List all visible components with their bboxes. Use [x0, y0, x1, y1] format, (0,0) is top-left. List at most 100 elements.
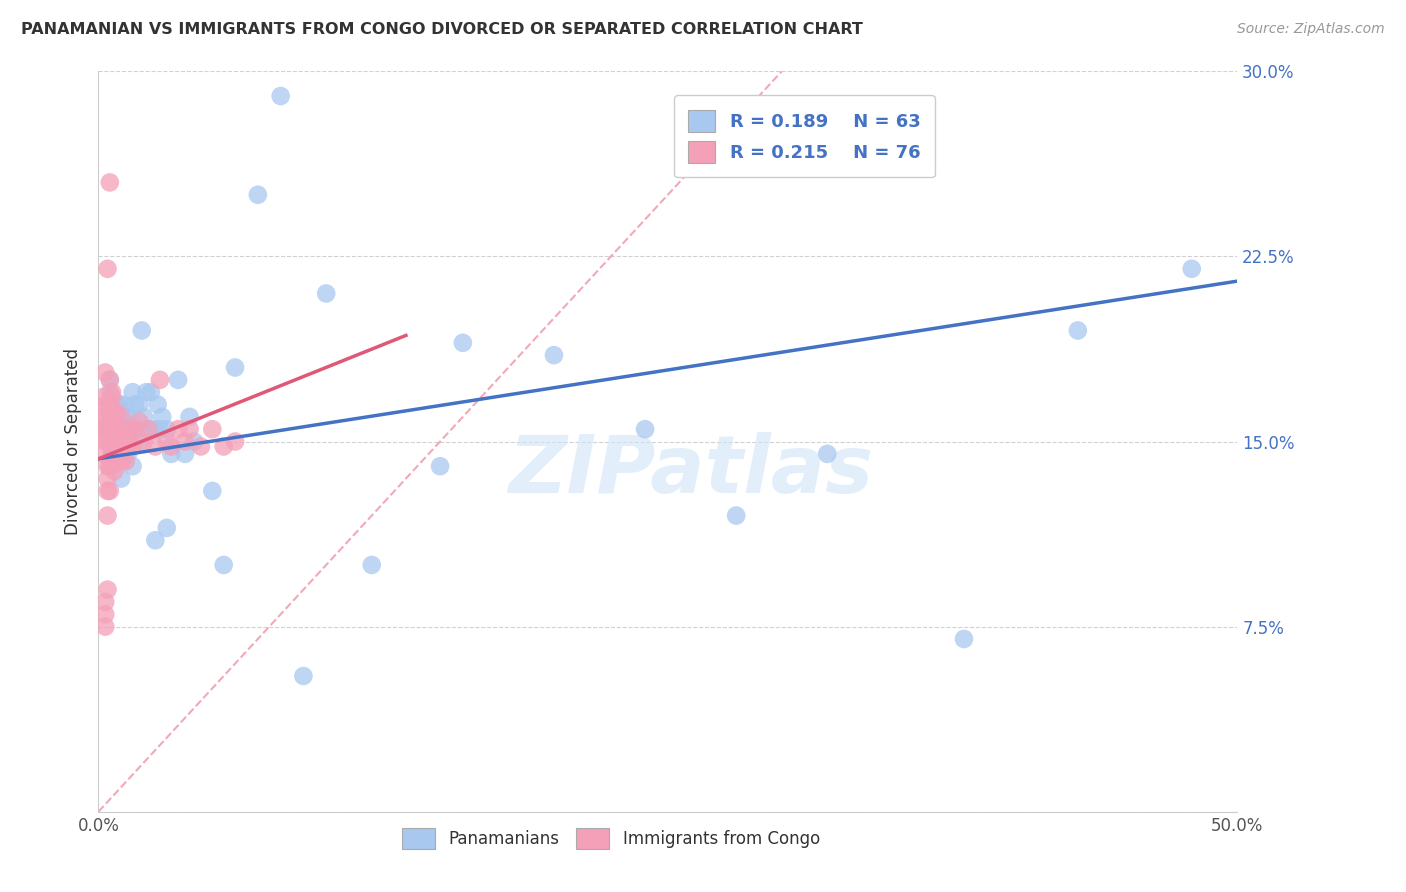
Point: [96, 261, 118, 276]
Point: [101, 422, 124, 436]
Point: [105, 451, 128, 466]
Point: [201, 422, 224, 436]
Point: [117, 409, 139, 424]
Point: [145, 440, 167, 454]
Point: [91, 447, 114, 461]
Point: [103, 440, 125, 454]
Point: [132, 434, 155, 449]
Point: [183, 434, 205, 449]
Point: [121, 385, 143, 400]
Point: [156, 422, 179, 436]
Point: [725, 508, 748, 523]
Point: [1067, 324, 1090, 338]
Point: [110, 409, 132, 424]
Point: [101, 447, 124, 461]
Point: [270, 89, 292, 103]
Point: [190, 440, 212, 454]
Point: [120, 422, 142, 436]
Point: [360, 558, 382, 572]
Point: [112, 422, 135, 436]
Point: [108, 422, 131, 436]
Point: [145, 422, 167, 436]
Point: [112, 447, 135, 461]
Point: [150, 409, 173, 424]
Point: [108, 440, 131, 454]
Point: [101, 429, 124, 443]
Point: [103, 427, 125, 442]
Point: [156, 521, 179, 535]
Point: [149, 373, 172, 387]
Point: [96, 483, 118, 498]
Point: [101, 409, 124, 424]
Point: [224, 360, 246, 375]
Point: [212, 558, 235, 572]
Point: [110, 454, 132, 468]
Point: [103, 454, 125, 468]
Point: [103, 447, 125, 461]
Point: [96, 459, 118, 474]
Point: [103, 415, 125, 429]
Point: [98, 409, 121, 424]
Point: [120, 422, 142, 436]
Point: [124, 422, 146, 436]
Point: [91, 390, 114, 404]
Point: [105, 440, 128, 454]
Point: [156, 434, 179, 449]
Point: [108, 422, 131, 436]
Point: [98, 385, 121, 400]
Point: [114, 440, 136, 454]
Point: [103, 422, 125, 436]
Legend: Panamanians, Immigrants from Congo: Panamanians, Immigrants from Congo: [395, 822, 827, 855]
Point: [114, 434, 136, 449]
Point: [110, 471, 132, 485]
Point: [101, 385, 124, 400]
Point: [634, 422, 657, 436]
Point: [127, 422, 149, 436]
Point: [131, 324, 153, 338]
Point: [315, 286, 337, 301]
Point: [112, 440, 135, 454]
Point: [98, 483, 121, 498]
Point: [105, 434, 128, 449]
Point: [108, 398, 131, 412]
Point: [94, 398, 117, 412]
Point: [98, 422, 121, 436]
Point: [117, 429, 139, 443]
Point: [101, 390, 124, 404]
Point: [94, 607, 117, 622]
Point: [138, 422, 160, 436]
Point: [94, 595, 117, 609]
Point: [96, 582, 118, 597]
Text: ZIPatlas: ZIPatlas: [508, 432, 873, 510]
Point: [114, 409, 136, 424]
Point: [96, 409, 118, 424]
Point: [174, 447, 197, 461]
Point: [98, 459, 121, 474]
Point: [96, 398, 118, 412]
Point: [114, 454, 136, 468]
Point: [105, 454, 128, 468]
Point: [149, 422, 172, 436]
Point: [98, 373, 121, 387]
Point: [815, 447, 838, 461]
Point: [124, 398, 146, 412]
Point: [132, 409, 155, 424]
Point: [128, 434, 150, 449]
Point: [101, 415, 124, 429]
Point: [105, 405, 128, 419]
Point: [94, 434, 117, 449]
Point: [117, 440, 139, 454]
Point: [145, 533, 167, 548]
Point: [98, 175, 121, 190]
Point: [160, 447, 183, 461]
Y-axis label: Divorced or Separated: Divorced or Separated: [65, 348, 83, 535]
Point: [98, 398, 121, 412]
Point: [94, 422, 117, 436]
Point: [160, 440, 183, 454]
Point: [246, 187, 269, 202]
Point: [543, 348, 565, 362]
Point: [121, 440, 143, 454]
Point: [110, 429, 132, 443]
Point: [96, 471, 118, 485]
Point: [108, 440, 131, 454]
